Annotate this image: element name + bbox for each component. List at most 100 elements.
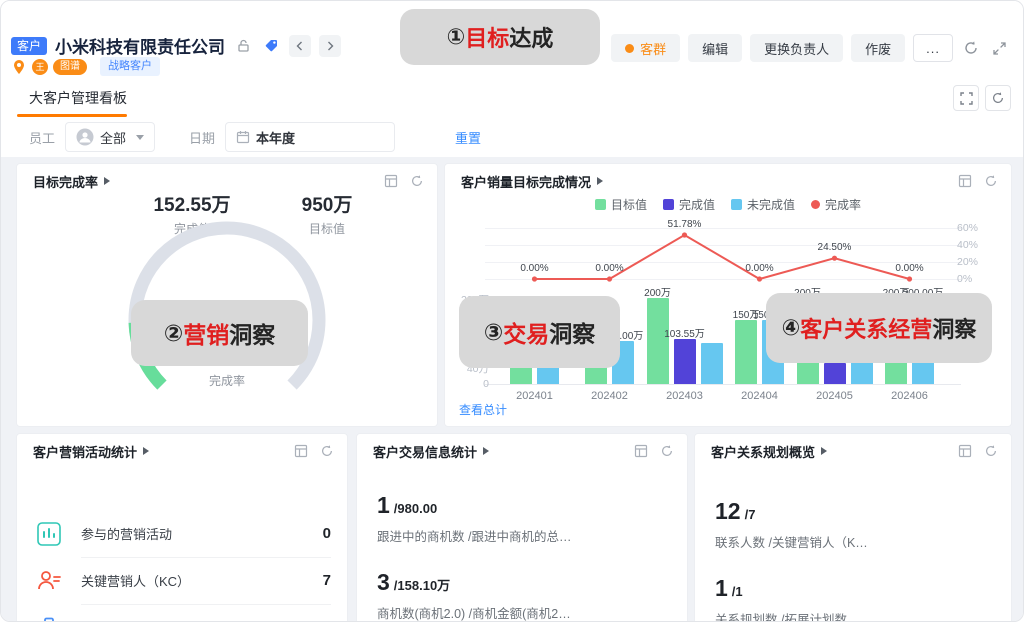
callout-number: ①: [446, 24, 466, 49]
list-item-label: 销售记录数: [81, 618, 146, 622]
dashboard: 目标完成率 152.55万 完成值 950万 目标值: [1, 157, 1023, 621]
customer-level-tag: 战略客户: [100, 57, 160, 77]
llabel: 24.50%: [817, 242, 852, 254]
llabel: 0.00%: [745, 263, 774, 274]
change-owner-button[interactable]: 更换负责人: [750, 34, 844, 62]
llabel: 0.00%: [595, 263, 624, 274]
completed-value: 152.55万: [153, 195, 231, 216]
stat-small-value: /158.10万: [393, 578, 451, 593]
gridline: [485, 228, 961, 229]
expand-arrow-icon[interactable]: [143, 447, 150, 455]
callout-relation: ④ 客户关系经营 洞察: [766, 293, 992, 363]
legend-item-target[interactable]: 目标值: [594, 196, 647, 213]
card-refresh-icon[interactable]: [983, 173, 999, 189]
expand-arrow-icon[interactable]: [821, 447, 828, 455]
employee-filter-label: 员工: [29, 130, 56, 146]
callout-highlight: 目标: [465, 26, 510, 51]
stat-block: 3 /158.10万 商机数(商机2.0) /商机金额(商机2…: [377, 569, 671, 621]
active-tab-underline: [17, 114, 127, 117]
legend-item-rate[interactable]: 完成率: [811, 196, 861, 213]
card-title: 客户销量目标完成情况: [461, 174, 592, 190]
stat-desc: 联系人数 /关键营销人（K…: [715, 536, 868, 550]
expand-arrow-icon[interactable]: [104, 177, 111, 185]
invalidate-button[interactable]: 作废: [851, 34, 906, 62]
stat-big-value: 1: [715, 575, 728, 601]
callout-deal: ③ 交易 洞察: [459, 296, 620, 368]
tick: 0%: [957, 273, 973, 285]
list-item-label: 参与的营销活动: [81, 526, 173, 542]
card-refresh-icon[interactable]: [659, 443, 675, 459]
graph-pill[interactable]: 图谱: [53, 58, 87, 75]
blabel: 200万: [644, 288, 671, 299]
list-item[interactable]: 销售记录数 1: [33, 604, 331, 622]
stat-big-value: 3: [377, 569, 390, 595]
bar: [735, 319, 757, 384]
xlab: 202406: [891, 390, 928, 402]
xlab: 202404: [741, 390, 778, 402]
refresh-dashboard-button[interactable]: [985, 85, 1011, 111]
gridline: [485, 279, 961, 280]
employee-filter-value: 全部: [100, 130, 127, 146]
card-deal-stats: 客户交易信息统计 1 /980.00 跟进中的商: [356, 433, 688, 621]
callout-number: ②: [163, 319, 184, 346]
table-view-icon[interactable]: [633, 443, 649, 459]
llabel: 0.00%: [895, 263, 924, 274]
card-refresh-icon[interactable]: [409, 173, 425, 189]
callout-number: ③: [483, 318, 504, 345]
owner-badge[interactable]: 王: [32, 58, 48, 75]
unlock-icon[interactable]: [233, 36, 253, 56]
prev-button[interactable]: [289, 34, 312, 57]
stat-desc: 关系规划数 /拓展计划数: [715, 613, 847, 622]
tab-dashboard[interactable]: 大客户管理看板: [29, 90, 127, 106]
bar: [823, 362, 846, 384]
table-view-icon[interactable]: [383, 173, 399, 189]
stat-block: 1 /980.00 跟进中的商机数 /跟进中商机的总…: [377, 492, 671, 545]
callout-rest: 洞察: [229, 322, 276, 348]
reset-link[interactable]: 重置: [455, 130, 482, 146]
list-item-label: 关键营销人（KC）: [81, 573, 191, 589]
stat-desc: 跟进中的商机数 /跟进中商机的总…: [377, 530, 572, 544]
refresh-icon[interactable]: [961, 38, 981, 58]
view-total-link[interactable]: 查看总计: [459, 403, 508, 417]
expand-arrow-icon[interactable]: [483, 447, 490, 455]
tick: 20%: [957, 256, 979, 268]
table-view-icon[interactable]: [957, 173, 973, 189]
employee-filter-select[interactable]: 全部: [65, 122, 156, 152]
fullscreen-button[interactable]: [953, 85, 979, 111]
date-filter-input[interactable]: 本年度: [225, 122, 396, 152]
card-marketing-stats: 客户营销活动统计 参与的营销活动: [16, 433, 348, 622]
more-button[interactable]: ...: [913, 34, 953, 62]
callout-number: ④: [781, 315, 801, 340]
blabel: 150万: [732, 309, 760, 321]
card-refresh-icon[interactable]: [983, 443, 999, 459]
rate-line: [531, 232, 913, 282]
expand-arrow-icon[interactable]: [597, 177, 604, 185]
callout-rest: 达成: [509, 26, 554, 51]
table-view-icon[interactable]: [957, 443, 973, 459]
tab-bar: 大客户管理看板: [1, 79, 1023, 118]
legend-item-completed[interactable]: 完成值: [662, 196, 715, 213]
list-item[interactable]: 参与的营销活动 0: [33, 510, 331, 558]
next-button[interactable]: [319, 34, 342, 57]
expand-arrows-icon[interactable]: [989, 38, 1009, 58]
tag-icon[interactable]: [261, 36, 281, 56]
legend-item-uncompleted[interactable]: 未完成值: [731, 196, 795, 213]
card-title: 客户营销活动统计: [33, 444, 138, 460]
customer-group-button[interactable]: 客群: [611, 34, 681, 62]
relation-stats: 12 /7 联系人数 /关键营销人（K… 1 /1 关系规划数 /拓展计划数: [715, 498, 995, 622]
bar: [646, 298, 669, 384]
card-refresh-icon[interactable]: [319, 443, 335, 459]
table-view-icon[interactable]: [293, 443, 309, 459]
location-pin-icon[interactable]: [11, 59, 27, 75]
edit-button[interactable]: 编辑: [688, 34, 743, 62]
stat-small-value: /1: [731, 584, 743, 599]
list-item[interactable]: 关键营销人（KC） 7: [33, 557, 331, 605]
header-actions: 客群 编辑 更换负责人 作废 ...: [611, 34, 1009, 62]
customer-group-label: 客群: [640, 41, 667, 57]
chevron-down-icon: [136, 134, 145, 140]
tick: 60%: [957, 222, 979, 234]
callout-marketing: ② 营销 洞察: [131, 300, 308, 366]
xlab: 202403: [666, 390, 703, 402]
page-title: 小米科技有限责任公司: [55, 38, 226, 57]
